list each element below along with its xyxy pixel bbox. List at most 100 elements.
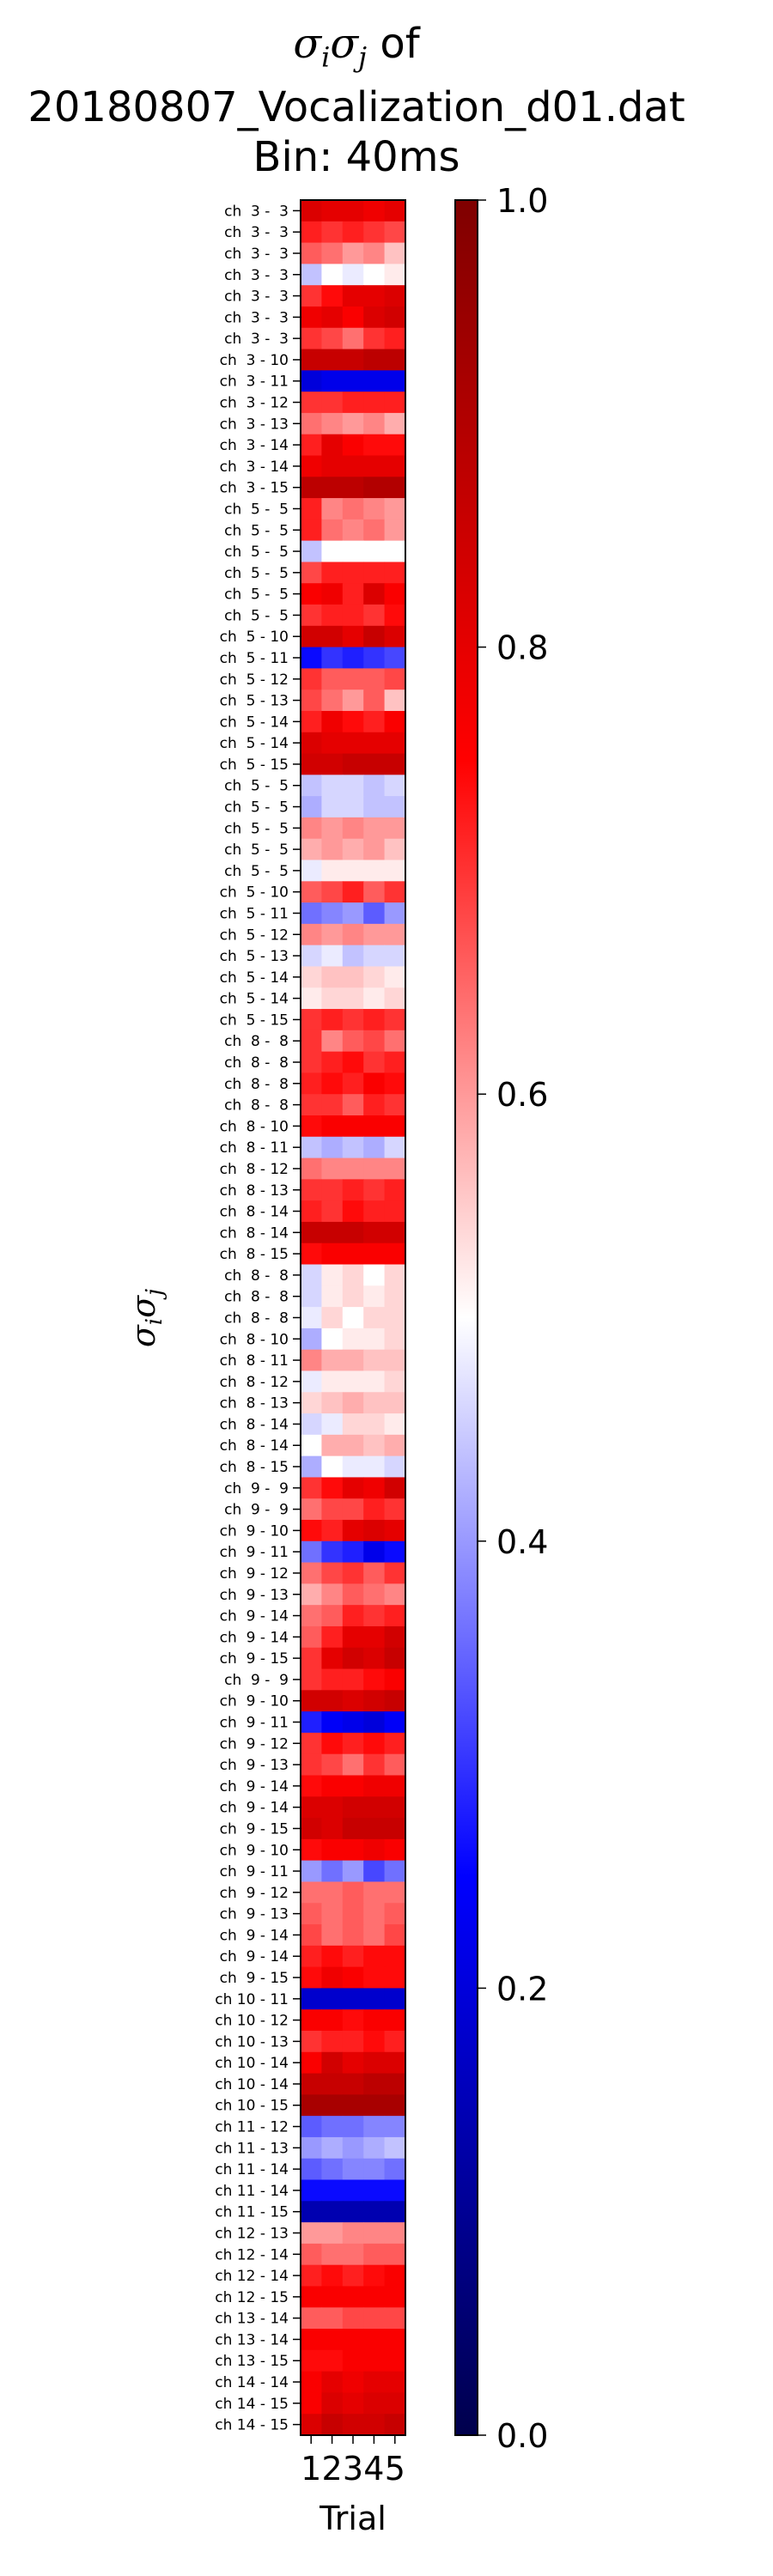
chart-title-line1: σiσj of [293,20,420,74]
heatmap-cell [301,1860,322,1883]
heatmap-cell [384,1881,406,1904]
heatmap-cell [363,2116,386,2138]
row-label: ch 5 - 5 [224,565,289,582]
heatmap-cell [363,881,386,903]
heatmap-cell [384,2414,406,2436]
heatmap-cell [321,690,344,712]
heatmap-cell [321,1477,344,1499]
row-label: ch 10 - 12 [215,2013,289,2030]
heatmap-cell [363,221,386,244]
heatmap-cell [384,1179,406,1201]
heatmap-cell [321,2371,344,2394]
heatmap-cell [363,1349,386,1372]
heatmap-cell [342,1392,364,1414]
row-label: ch 9 - 15 [220,1820,289,1838]
heatmap-cell [384,1157,406,1180]
colorbar-tick-label: 0.4 [496,1523,548,1561]
heatmap-cell [321,668,344,690]
row-labels: ch 3 - 3 ch 3 - 3 ch 3 - 3 ch 3 - 3 ch 3 - 3… [215,203,301,2434]
heatmap-cell [321,945,344,968]
heatmap-cell [301,2222,322,2245]
row-label: ch 8 - 10 [220,1331,289,1348]
heatmap-cell [384,945,406,968]
row-label: ch 8 - 15 [220,1459,289,1476]
heatmap-cell [301,370,322,392]
row-label: ch 11 - 15 [215,2204,289,2221]
heatmap-cell [384,1455,406,1479]
heatmap-cell [321,2243,344,2266]
heatmap-cell [301,2392,322,2415]
row-label: ch 8 - 8 [224,1054,289,1072]
heatmap-cell [342,1966,364,1989]
heatmap-cell [301,2009,322,2032]
row-label: ch 3 - 3 [224,203,289,220]
heatmap-cell [321,2222,344,2245]
heatmap-cell [363,1221,386,1244]
heatmap-cell [342,1605,364,1627]
heatmap-cell [384,2158,406,2181]
row-label: ch 9 - 14 [220,1608,289,1625]
heatmap-cell [342,200,364,222]
heatmap-cell [363,1625,386,1649]
heatmap-cell [363,2030,386,2053]
x-tick-label: 3 [343,2450,363,2488]
heatmap-cell [321,987,344,1010]
row-label: ch 3 - 14 [220,459,289,476]
heatmap-cell [342,2307,364,2330]
heatmap-cell [321,796,344,818]
heatmap-cell [301,1753,322,1777]
heatmap-cell [342,1562,364,1584]
heatmap-cell [342,2392,364,2415]
heatmap-cell [363,1753,386,1777]
heatmap-cell [321,2329,344,2351]
heatmap-cell [342,2264,364,2287]
row-label: ch 5 - 5 [224,501,289,518]
heatmap-cell [363,668,386,690]
heatmap-cell [342,1625,364,1649]
heatmap-cell [342,455,364,477]
heatmap-cell [342,710,364,733]
heatmap-cell [363,775,386,797]
row-label: ch 5 - 10 [220,884,289,902]
heatmap-cell [363,1966,386,1989]
row-label: ch 13 - 14 [215,2311,289,2328]
heatmap-cell [321,775,344,797]
row-label: ch 8 - 8 [224,1289,289,1306]
heatmap-cell [342,2179,364,2202]
heatmap-cell [384,2094,406,2117]
heatmap-cell [363,2158,386,2181]
heatmap-cell [342,370,364,392]
heatmap-cell [384,1242,406,1266]
heatmap-cell [301,945,322,968]
heatmap-cell [363,710,386,733]
row-label: ch 5 - 5 [224,841,289,859]
heatmap-cell [363,1796,386,1819]
heatmap-cell [384,2136,406,2160]
heatmap-cell [321,1605,344,1627]
heatmap-cell [363,200,386,222]
row-label: ch 9 - 11 [220,1863,289,1880]
heatmap-cell [384,2009,406,2032]
heatmap-cell [321,264,344,286]
chart-title-line1-suffix: of [367,20,420,68]
heatmap-cell [384,647,406,669]
heatmap-cell [342,1903,364,1925]
heatmap-cell [321,2307,344,2330]
heatmap-cell [321,1711,344,1734]
heatmap-cell [342,966,364,988]
heatmap-cell [301,1540,322,1564]
chart-title-line3: Bin: 40ms [253,132,460,181]
heatmap-cell [384,1838,406,1862]
heatmap-cell [321,1221,344,1244]
heatmap-cell [384,2307,406,2330]
row-label: ch 9 - 13 [220,1757,289,1774]
heatmap-cell [321,1051,344,1074]
heatmap-cell [321,923,344,946]
heatmap-cell [342,1370,364,1393]
row-label: ch 9 - 10 [220,1522,289,1540]
heatmap-cell [384,370,406,392]
heatmap-cell [363,1072,386,1095]
heatmap-cell [301,1030,322,1053]
heatmap-cell [342,1285,364,1308]
